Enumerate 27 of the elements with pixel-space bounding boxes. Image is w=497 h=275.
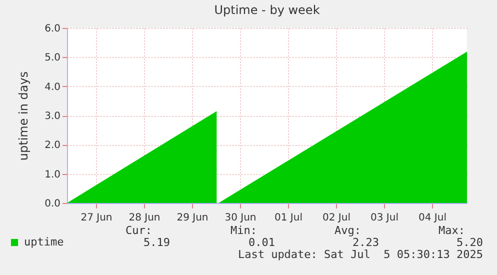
text: Min: (230, 224, 257, 237)
y-tick-label: 1.0 (44, 169, 60, 180)
text: 2.23 (352, 236, 379, 249)
y-tick-label: 6.0 (44, 24, 60, 34)
text: Last update: Sat Jul 5 05:30:13 2025 (238, 248, 483, 261)
legend-label: uptime (24, 236, 64, 248)
text: 5.20 (456, 236, 483, 249)
text: Max: (438, 224, 465, 237)
text: Cur: (126, 224, 152, 237)
x-tick-label: 29 Jun (176, 212, 208, 224)
x-tick-label: 04 Jul (418, 212, 446, 224)
text: Avg: (334, 224, 361, 237)
text: 0.01 (248, 236, 275, 249)
x-tick-label: 30 Jun (224, 212, 256, 224)
y-tick-label: 2.0 (44, 140, 60, 152)
x-tick-label: 02 Jul (322, 212, 350, 224)
y-axis-title: uptime in days (16, 71, 31, 161)
y-tick-label: 3.0 (44, 111, 60, 122)
y-tick-label: 5.0 (44, 52, 60, 64)
y-tick-label: 0.0 (44, 198, 60, 210)
x-tick-label: 28 Jun (128, 212, 160, 224)
chart-title: Uptime - by week (214, 3, 320, 17)
x-tick-label: 03 Jul (370, 212, 398, 224)
x-tick-label: 01 Jul (274, 212, 302, 224)
text: 5.19 (144, 236, 170, 249)
x-tick-label: 27 Jun (80, 212, 112, 224)
y-tick-label: 4.0 (44, 82, 60, 93)
